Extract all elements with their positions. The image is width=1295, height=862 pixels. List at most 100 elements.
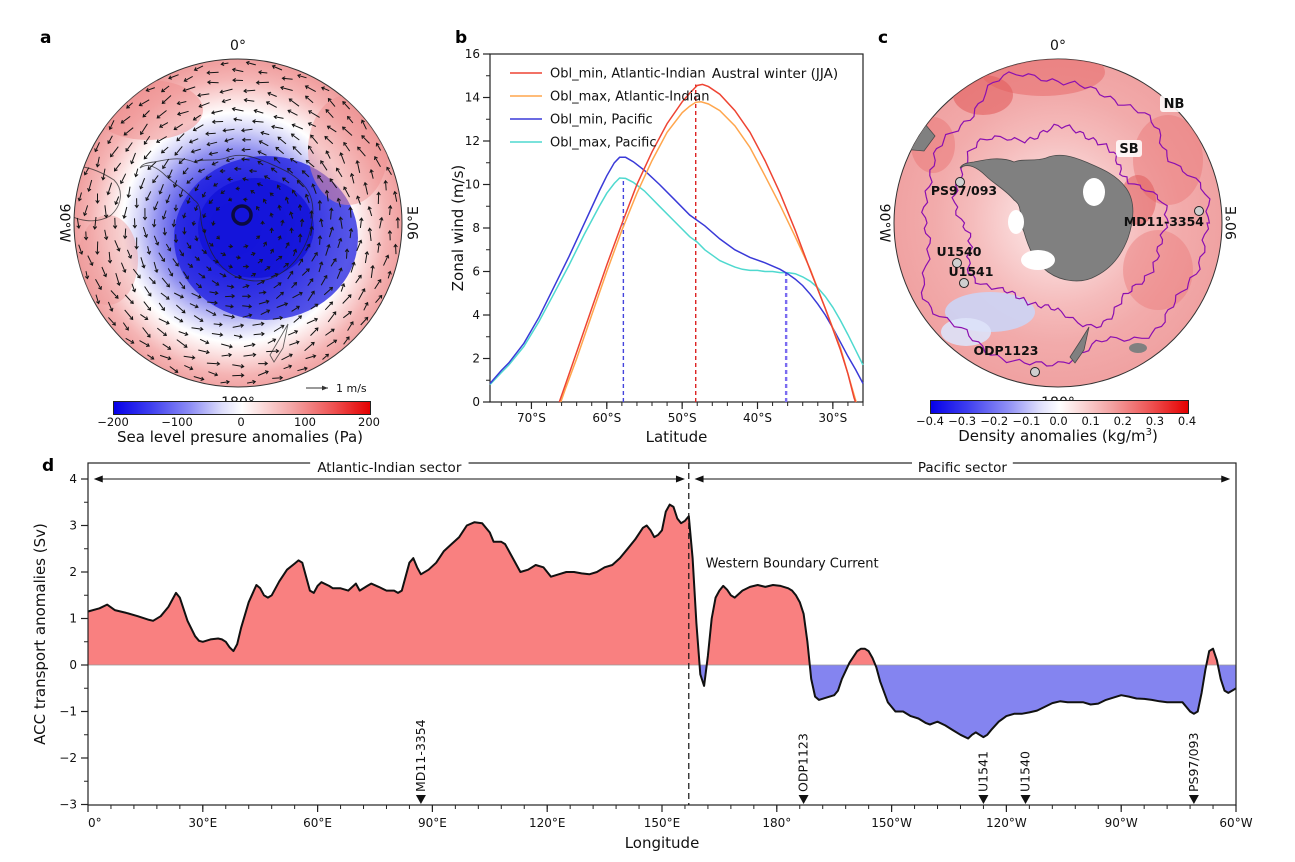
- wind-vector: [191, 220, 196, 226]
- wind-vector: [383, 179, 388, 191]
- wind-vector: [182, 86, 196, 93]
- arrowhead-right: [1221, 475, 1231, 483]
- wind-vector: [122, 206, 128, 219]
- wind-vector: [243, 97, 255, 103]
- wind-vector: [193, 315, 204, 322]
- sector-label: Pacific sector: [918, 460, 1008, 476]
- wind-vector: [301, 268, 310, 276]
- wind-vector: [322, 353, 330, 360]
- wind-vector: [132, 218, 138, 229]
- legend-label: Obl_max, Pacific: [550, 136, 657, 151]
- wind-vector: [114, 240, 121, 252]
- wind-vector: [253, 108, 264, 114]
- wind-vector: [139, 178, 146, 190]
- wind-vector: [223, 314, 236, 319]
- y-tick-label: 0: [69, 658, 77, 672]
- site-marker: [1030, 367, 1040, 377]
- wind-vector: [265, 101, 277, 108]
- wind-vector: [188, 138, 199, 144]
- wind-vector: [160, 146, 169, 154]
- sector-label-bg: [911, 460, 1013, 475]
- y-tick-label: 6: [472, 265, 480, 279]
- wind-vector: [233, 166, 242, 172]
- wind-vector: [87, 179, 93, 192]
- x-tick-label: 60°W: [1219, 816, 1252, 830]
- wind-vector: [192, 114, 201, 121]
- wind-vector: [336, 267, 343, 279]
- slp-colorbar-tick: 0: [237, 415, 245, 429]
- site-marker-triangle: [1188, 795, 1199, 804]
- acc-transport-chart: Atlantic-Indian sector Pacific sector West…: [31, 460, 1253, 852]
- wind-vector: [225, 157, 235, 163]
- series-line: [489, 177, 864, 386]
- wind-vector: [208, 151, 218, 156]
- wind-vector: [126, 102, 133, 109]
- density-low-patch: [941, 318, 991, 346]
- x-axis-label: Latitude: [646, 428, 708, 446]
- wind-vector: [132, 268, 141, 279]
- wind-vector: [270, 167, 278, 173]
- wind-vector: [124, 309, 134, 321]
- wind-vector: [233, 334, 243, 339]
- wind-vector: [343, 336, 350, 345]
- wind-vector: [119, 173, 127, 185]
- wind-vector: [255, 80, 269, 85]
- wind-vector: [292, 248, 298, 257]
- wind-vector: [195, 283, 202, 289]
- ice-shelf: [1008, 210, 1024, 234]
- legend-label: Obl_min, Atlantic-Indian: [550, 67, 706, 82]
- wind-vector: [242, 197, 248, 202]
- wind-vector: [208, 242, 214, 247]
- wind-vector: [211, 220, 216, 227]
- wind-vector: [290, 133, 300, 141]
- wind-vector: [209, 290, 219, 296]
- wind-vector: [280, 219, 285, 226]
- wind-vector: [161, 210, 167, 220]
- wind-vector: [242, 284, 250, 289]
- wind-vector: [299, 218, 305, 227]
- wind-vector: [183, 355, 196, 360]
- site-marker-label: ODP1123: [796, 733, 811, 792]
- acc-boundary-contours: [920, 71, 1211, 367]
- wind-vector: [320, 274, 328, 286]
- sector-label: Atlantic-Indian sector: [317, 460, 462, 476]
- wind-vector: [232, 373, 245, 378]
- wind-vector: [271, 124, 284, 130]
- wind-vector: [258, 70, 268, 75]
- wind-vector: [103, 229, 109, 241]
- wind-vector: [206, 70, 219, 75]
- wind-vector: [271, 64, 283, 71]
- wind-vector: [361, 119, 367, 130]
- slp-colorbar-tick: −200: [97, 415, 129, 429]
- wind-vector: [228, 264, 234, 269]
- y-tick-label: 12: [465, 134, 480, 148]
- sb-boundary-label: SB: [1119, 142, 1138, 157]
- wind-vector: [280, 85, 293, 91]
- wind-vector: [94, 142, 100, 153]
- wind-vector: [305, 243, 311, 251]
- wind-vector: [101, 266, 108, 278]
- wind-vector: [256, 205, 260, 211]
- wind-vector: [327, 97, 336, 107]
- wind-vector: [319, 218, 324, 228]
- wind-vector: [140, 123, 148, 136]
- panel-b-letter: b: [455, 28, 468, 48]
- wind-vector: [101, 168, 106, 181]
- wind-vector: [350, 261, 356, 273]
- wind-vector: [222, 128, 235, 133]
- wind-vector: [269, 227, 274, 234]
- wind-vector: [293, 315, 303, 323]
- y-tick-label: 10: [465, 178, 480, 192]
- site-marker: [952, 258, 962, 268]
- wind-vector: [131, 283, 137, 293]
- slp-colorbar-tick: 200: [358, 415, 380, 429]
- wind-vector: [106, 182, 113, 196]
- wind-vector: [343, 141, 351, 152]
- density-colorbar-caption: Density anomalies (kg/m3): [908, 427, 1208, 445]
- wind-vector: [165, 243, 172, 252]
- density-high-patch: [953, 75, 1013, 115]
- density-colorbar-tick: 0.2: [1113, 414, 1132, 428]
- wind-vector: [232, 323, 245, 328]
- wind-vector: [270, 273, 279, 278]
- wind-vector: [182, 167, 189, 175]
